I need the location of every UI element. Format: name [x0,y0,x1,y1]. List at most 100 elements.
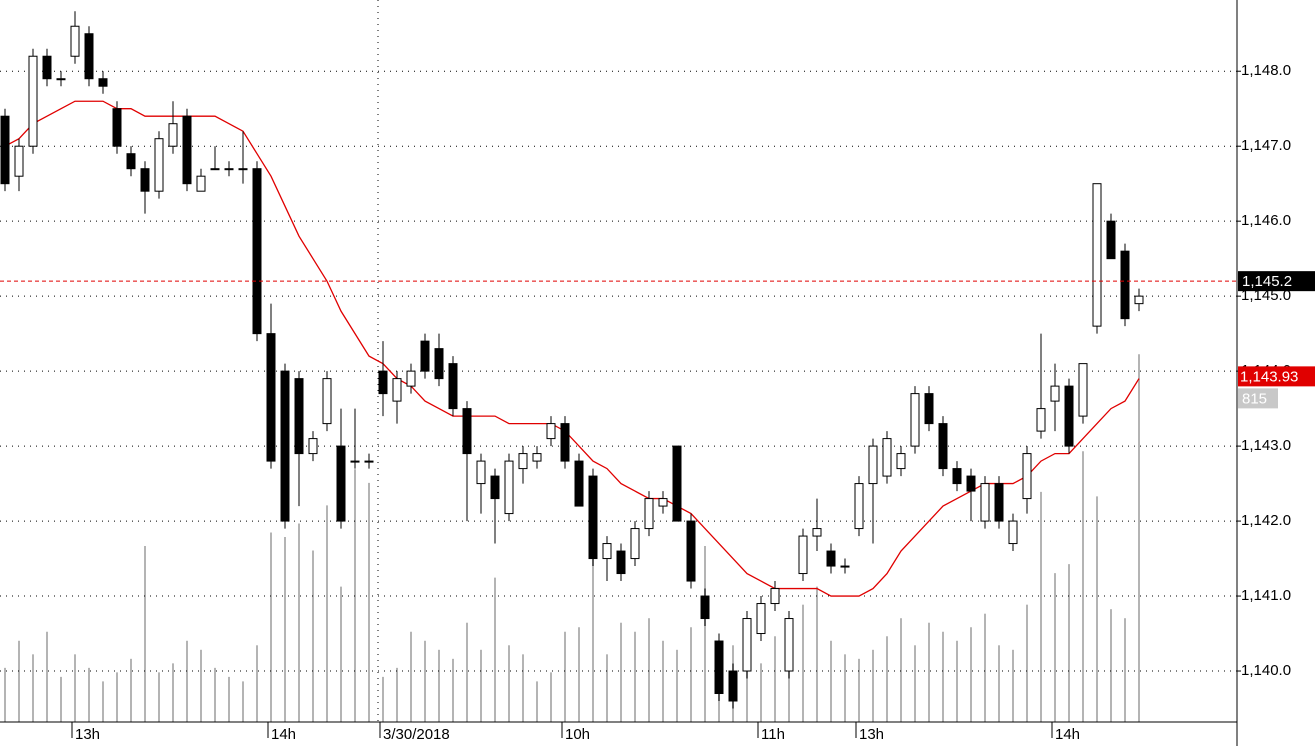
candle-body [798,535,808,575]
label-layer: 1,140.01,141.01,142.01,143.01,144.01,145… [71,62,1315,743]
candle-body [490,475,500,500]
candle-body [602,543,612,560]
candle-body [840,565,850,568]
candle-body [308,438,318,455]
grid-layer [0,70,1241,672]
candle-body [980,483,990,522]
candle-body [238,168,248,171]
candle-body [532,453,542,462]
candle-body [112,108,122,147]
candle-body [994,483,1004,522]
candle-body [1120,250,1130,320]
candle-body [686,520,696,582]
candle-body [616,550,626,575]
y-tick-label: 1,146.0 [1241,212,1291,229]
volume-value-label: 815 [1242,390,1267,407]
y-tick-label: 1,141.0 [1241,587,1291,604]
candle-body [266,333,276,462]
candle-body [910,393,920,447]
candle-body [140,168,150,192]
candle-body [742,618,752,672]
candle-body [952,468,962,485]
candle-body [560,423,570,462]
y-tick-label: 1,143.0 [1241,437,1291,454]
x-tick-label: 3/30/2018 [383,726,450,743]
candle-body [350,460,360,463]
candle-body [588,475,598,560]
x-tick-label: 11h [761,726,785,743]
y-tick-label: 1,142.0 [1241,512,1291,529]
x-tick-label: 10h [565,726,590,743]
ma-value-label: 1,143.93 [1240,368,1298,385]
last-price-label: 1,145.2 [1242,273,1292,290]
candle-body [168,123,178,147]
candle-body [28,55,38,147]
x-tick-label: 14h [271,726,296,743]
candle-body [896,453,906,470]
candle-body [392,378,402,402]
candle-body [448,363,458,410]
candle-body [1064,385,1074,447]
candle-body [1134,295,1144,305]
candle-body [756,603,766,635]
candle-body [406,370,416,387]
candle-body [546,423,556,440]
candle-body [728,670,738,702]
candle-body [14,145,24,177]
candle-body [644,498,654,530]
candle-body [224,168,234,171]
candle-layer [0,11,1237,709]
candle-body [504,460,514,515]
candle-body [252,168,262,335]
candle-body [434,348,444,380]
volume-value-box [1238,388,1278,409]
candle-body [182,115,192,185]
y-tick-label: 1,147.0 [1241,137,1291,154]
candle-body [294,378,304,455]
candle-body [770,588,780,605]
candle-body [1022,453,1032,500]
y-tick-label: 1,148.0 [1241,62,1291,79]
candle-body [882,438,892,477]
volume-layer [4,354,1140,722]
candle-body [574,460,584,507]
candle-body [1036,408,1046,432]
candle-body [868,445,878,485]
candle-body [1106,220,1116,260]
candle-body [938,423,948,470]
candle-body [280,370,290,522]
candle-body [1092,183,1102,327]
candle-body [0,115,10,185]
candle-body [154,138,164,192]
candle-body [630,528,640,560]
candle-body [322,378,332,425]
y-tick-label: 1,140.0 [1241,662,1291,679]
x-tick-label: 13h [75,726,100,743]
candle-body [518,453,528,470]
candle-body [210,168,220,171]
candle-body [98,78,108,87]
moving-average [4,100,1140,597]
candle-body [1008,520,1018,545]
candle-body [42,55,52,80]
candle-body [672,445,682,522]
x-tick-label: 14h [1055,726,1080,743]
ma-value-box [1238,366,1315,387]
candle-body [336,445,346,522]
candle-body [966,475,976,492]
candle-body [70,25,80,57]
candle-body [56,78,66,81]
candle-body [378,370,388,395]
x-tick-label: 13h [859,726,884,743]
candle-body [714,640,724,695]
candle-body [196,175,206,192]
candle-body [420,340,430,372]
candle-body [854,483,864,530]
candle-body [812,528,822,537]
candle-body [476,460,486,485]
candle-body [784,618,794,672]
candle-body [84,33,94,80]
candle-body [924,393,934,425]
candle-body [364,460,374,463]
